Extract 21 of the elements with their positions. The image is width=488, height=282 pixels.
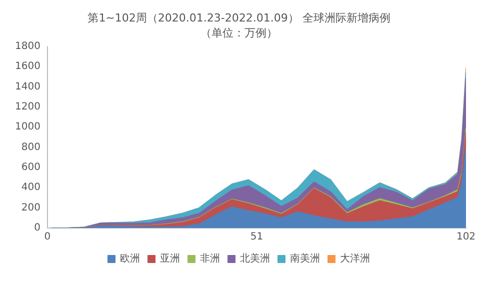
legend-label: 非洲: [200, 252, 220, 265]
y-tick-label: 1600: [14, 61, 40, 72]
chart-subtitle: （单位：万例）: [200, 26, 278, 40]
legend-label: 北美洲: [240, 252, 270, 265]
y-tick-label: 0: [34, 222, 40, 234]
legend-label: 南美洲: [290, 252, 320, 265]
chart-title: 第1~102周（2020.01.23-2022.01.09） 全球洲际新增病例: [88, 11, 390, 24]
y-tick-label: 400: [21, 182, 40, 194]
y-tick-label: 1800: [14, 40, 40, 52]
y-tick-label: 1000: [14, 122, 40, 133]
legend-label: 大洋洲: [340, 252, 370, 265]
y-tick-label: 200: [21, 202, 40, 214]
y-tick-label: 1200: [14, 102, 40, 113]
y-tick-label: 800: [21, 142, 40, 153]
x-tick-label: 0: [44, 232, 51, 243]
y-tick-label: 1400: [14, 81, 40, 92]
x-tick-label: 102: [456, 232, 476, 243]
legend-label: 欧洲: [120, 252, 140, 265]
x-tick-label: 51: [250, 232, 264, 243]
legend-label: 亚洲: [160, 252, 180, 265]
y-tick-label: 600: [21, 162, 40, 174]
